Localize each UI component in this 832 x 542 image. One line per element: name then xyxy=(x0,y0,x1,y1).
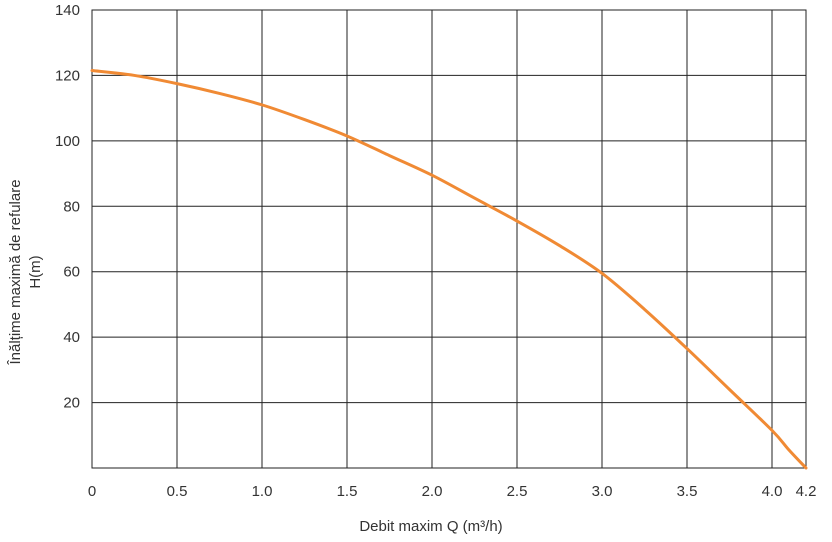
y-tick-label: 120 xyxy=(55,67,80,84)
x-tick-label: 4.0 xyxy=(762,483,783,500)
x-tick-label: 2.5 xyxy=(507,483,528,500)
pump-curve-line xyxy=(90,69,808,470)
x-axis-label: Debit maxim Q (m³/h) xyxy=(359,518,502,535)
tick-labels: 0 0.5 1.0 1.5 2.0 2.5 3.0 3.5 4.0 4.2 20 40 60 80 100 1… xyxy=(55,2,816,500)
y-tick-label: 100 xyxy=(55,133,80,150)
y-tick-label: 40 xyxy=(63,329,80,346)
y-axis-label-line-1: Înălțime maximă de refulare xyxy=(7,179,24,365)
x-tick-label: 0.5 xyxy=(167,483,188,500)
grid xyxy=(91,9,807,469)
x-tick-label: 1.5 xyxy=(337,483,358,500)
plot-frame xyxy=(91,9,807,469)
series-group xyxy=(90,69,808,470)
y-axis-label-line-2: H(m) xyxy=(27,255,44,288)
y-tick-label: 80 xyxy=(63,198,80,215)
x-tick-label: 2.0 xyxy=(422,483,443,500)
x-tick-label: 4.2 xyxy=(796,483,817,500)
x-tick-label: 3.5 xyxy=(677,483,698,500)
x-tick-label: 1.0 xyxy=(252,483,273,500)
x-tick-label: 3.0 xyxy=(592,483,613,500)
x-tick-label: 0 xyxy=(88,483,96,500)
y-tick-label: 20 xyxy=(63,395,80,412)
y-tick-label: 60 xyxy=(63,264,80,281)
y-tick-label: 140 xyxy=(55,2,80,19)
